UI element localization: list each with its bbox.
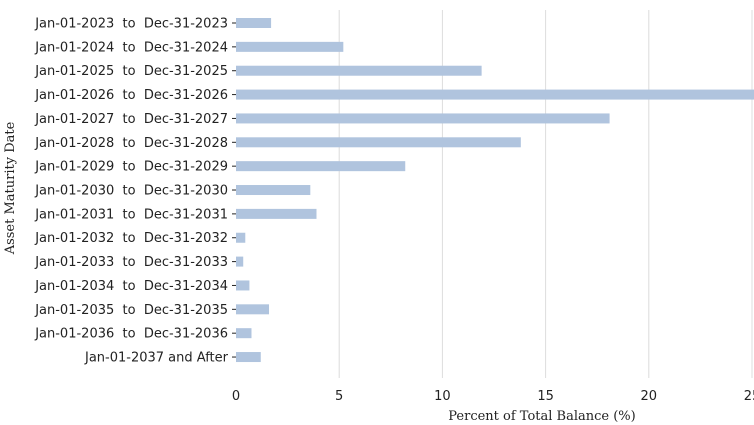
y-tick-label-13: Jan-01-2036 to Dec-31-2036 bbox=[34, 327, 228, 342]
x-tick-label-10: 10 bbox=[434, 389, 451, 404]
bar-14 bbox=[236, 352, 261, 363]
bar-11 bbox=[236, 280, 250, 291]
bar-13 bbox=[236, 328, 252, 339]
bar-0 bbox=[236, 18, 272, 28]
y-tick-label-1: Jan-01-2024 to Dec-31-2024 bbox=[34, 40, 228, 55]
y-tick-label-5: Jan-01-2028 to Dec-31-2028 bbox=[34, 136, 228, 151]
bar-10 bbox=[236, 256, 244, 267]
y-tick-label-9: Jan-01-2032 to Dec-31-2032 bbox=[34, 231, 228, 246]
x-tick-label-20: 20 bbox=[641, 389, 658, 404]
bar-8 bbox=[236, 208, 317, 219]
bar-4 bbox=[236, 113, 610, 124]
bar-1 bbox=[236, 41, 344, 52]
y-tick-label-0: Jan-01-2023 to Dec-31-2023 bbox=[34, 17, 228, 32]
y-tick-label-6: Jan-01-2029 to Dec-31-2029 bbox=[34, 160, 228, 175]
x-tick-label-0: 0 bbox=[232, 389, 240, 404]
bar-2 bbox=[236, 65, 482, 76]
bar-7 bbox=[236, 185, 311, 196]
bars bbox=[236, 18, 754, 363]
y-tick-label-7: Jan-01-2030 to Dec-31-2030 bbox=[34, 184, 228, 199]
x-tick-label-25: 25 bbox=[744, 389, 754, 404]
y-tick-label-8: Jan-01-2031 to Dec-31-2031 bbox=[34, 207, 228, 222]
y-tick-label-3: Jan-01-2026 to Dec-31-2026 bbox=[34, 88, 228, 103]
y-tick-label-11: Jan-01-2034 to Dec-31-2034 bbox=[34, 279, 228, 294]
bar-6 bbox=[236, 161, 406, 172]
y-axis-title: Asset Maturity Date bbox=[3, 121, 18, 255]
y-tick-label-12: Jan-01-2035 to Dec-31-2035 bbox=[34, 303, 228, 318]
y-tick-labels: Jan-01-2023 to Dec-31-2023 Jan-01-2024 to… bbox=[34, 17, 236, 366]
bar-3 bbox=[236, 89, 754, 100]
bar-9 bbox=[236, 232, 246, 243]
gridlines bbox=[338, 10, 753, 378]
y-tick-label-2: Jan-01-2025 to Dec-31-2025 bbox=[34, 64, 228, 79]
bar-5 bbox=[236, 137, 521, 148]
bar-12 bbox=[236, 304, 270, 315]
x-tick-label-5: 5 bbox=[335, 389, 343, 404]
x-axis-title: Percent of Total Balance (%) bbox=[448, 409, 635, 424]
y-tick-label-10: Jan-01-2033 to Dec-31-2033 bbox=[34, 255, 228, 270]
x-tick-label-15: 15 bbox=[537, 389, 554, 404]
x-tick-labels: 0 5 10 15 20 25 bbox=[232, 389, 754, 404]
y-tick-label-14: Jan-01-2037 and After bbox=[84, 351, 229, 366]
y-tick-label-4: Jan-01-2027 to Dec-31-2027 bbox=[34, 112, 228, 127]
